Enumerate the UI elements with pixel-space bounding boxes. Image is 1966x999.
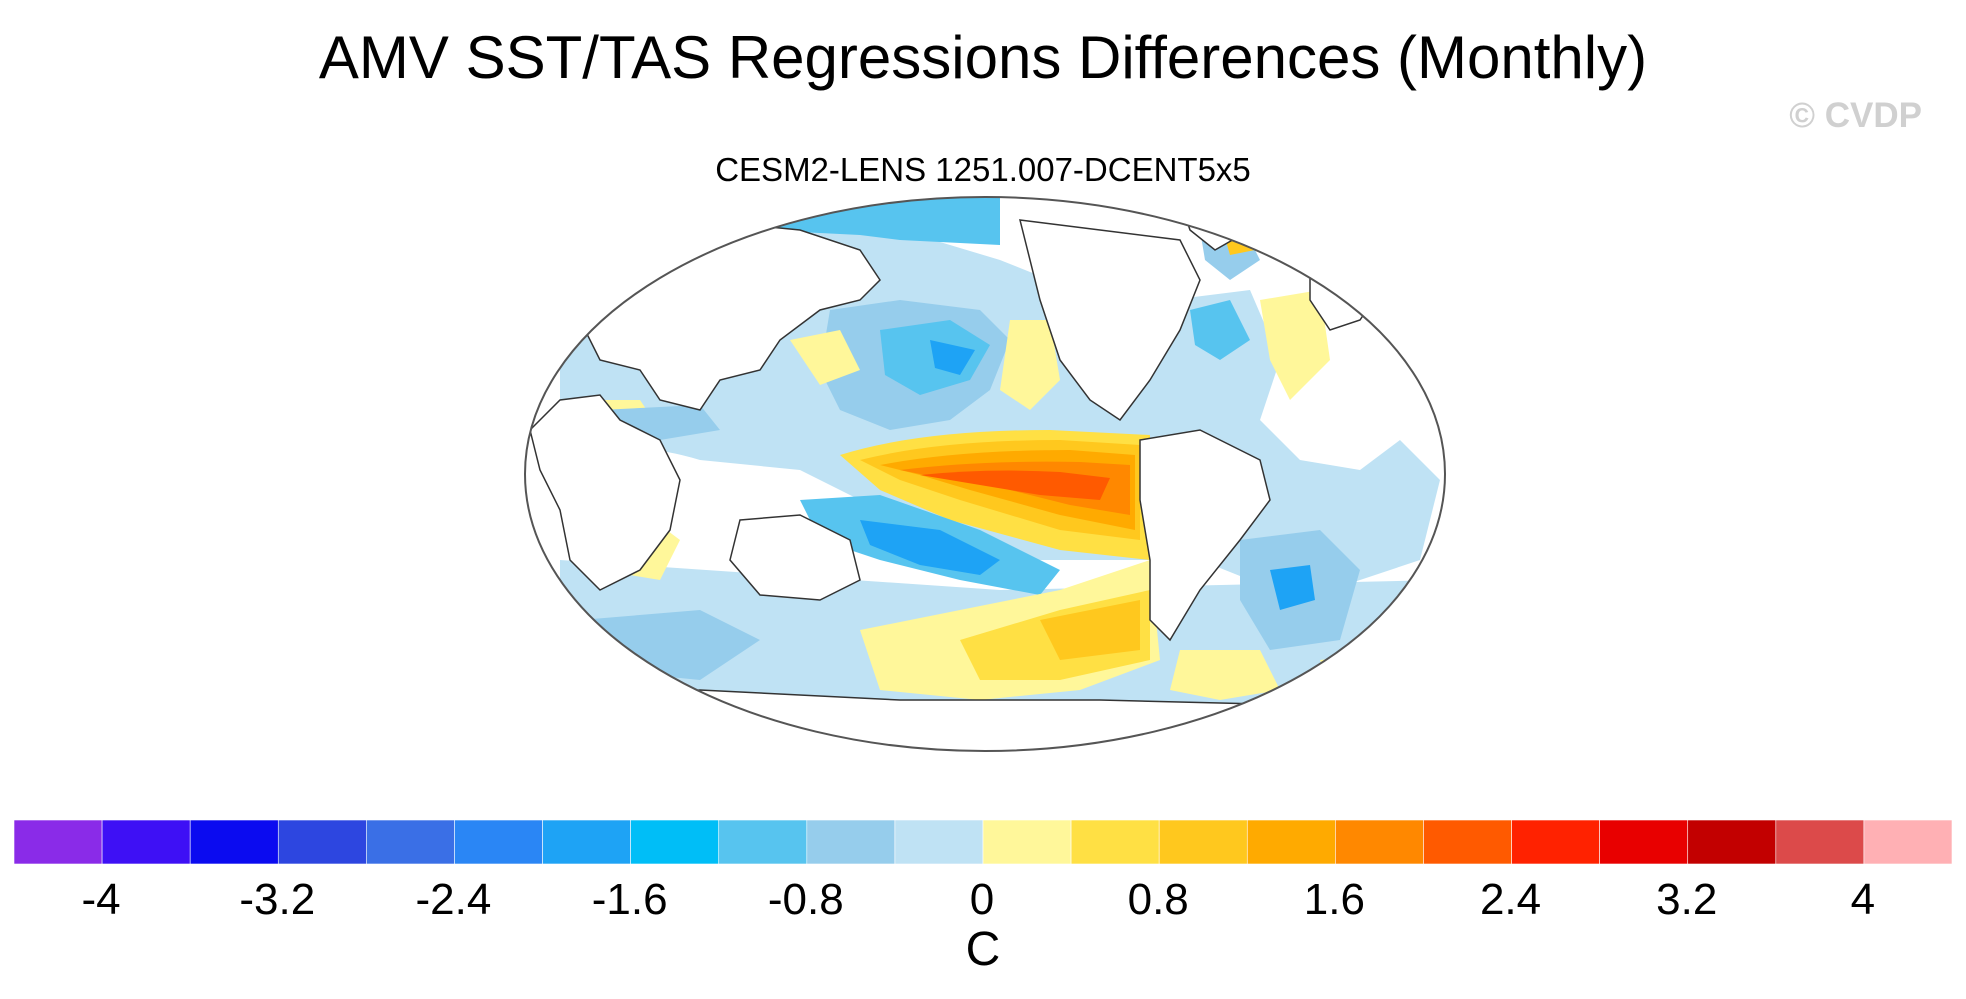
colorbar-box (1511, 820, 1600, 865)
colorbar-box (454, 820, 543, 865)
colorbar-tick-label: -0.8 (768, 875, 844, 920)
map-subtitle: CESM2-LENS 1251.007-DCENT5x5 (715, 151, 1251, 188)
colorbar-tick-label: 2.4 (1480, 875, 1541, 920)
colorbar-box (1423, 820, 1512, 865)
colorbar-box (101, 820, 191, 865)
colorbar: -4 -3.2 -2.4 -1.6 -0.8 0 0.8 1.6 2.4 3.2 4 (14, 820, 1953, 920)
map-border (524, 196, 1446, 752)
colorbar-tick-label: 1.6 (1304, 875, 1365, 920)
colorbar-box (1246, 820, 1336, 865)
colorbar-box (1599, 820, 1689, 865)
colorbar-tick-label: -1.6 (592, 875, 668, 920)
colorbar-tick-label: 0.8 (1128, 875, 1189, 920)
colorbar-box (894, 820, 984, 865)
colorbar-box (1775, 820, 1865, 865)
colorbar-units: C (965, 923, 1001, 976)
colorbar-box (718, 820, 808, 865)
colorbar-tick-label: 0 (970, 875, 994, 920)
colorbar-box (366, 820, 455, 865)
colorbar-tick-label: 4 (1851, 875, 1875, 920)
colorbar-box (806, 820, 896, 865)
colorbar-box (1687, 820, 1777, 865)
colorbar-box (1158, 820, 1248, 865)
colorbar-tick-label: -2.4 (416, 875, 492, 920)
colorbar-tick-label: -3.2 (239, 875, 315, 920)
colorbar-box (542, 820, 631, 865)
colorbar-tick-label: 3.2 (1656, 875, 1717, 920)
colorbar-box (1863, 820, 1953, 865)
colorbar-box (630, 820, 720, 865)
cvdp-watermark: © CVDP (1789, 96, 1922, 135)
main-title: AMV SST/TAS Regressions Differences (Mon… (318, 24, 1648, 91)
colorbar-box (1335, 820, 1424, 865)
colorbar-box (189, 820, 279, 865)
colorbar-box (277, 820, 367, 865)
colorbar-box (1070, 820, 1160, 865)
colorbar-box (14, 820, 103, 865)
colorbar-box (982, 820, 1072, 865)
colorbar-tick-label: -4 (82, 875, 121, 920)
